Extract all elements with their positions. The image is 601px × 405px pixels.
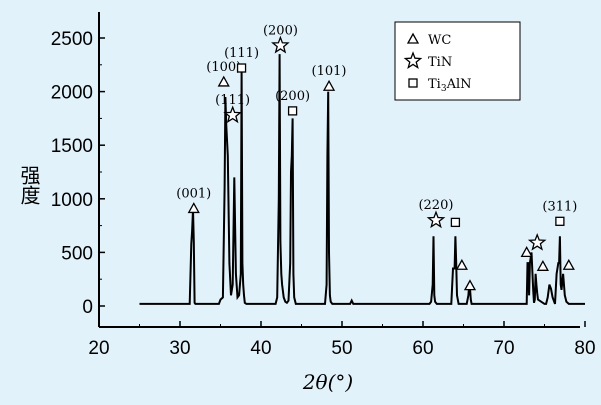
x-tick-label: 20 — [88, 338, 109, 359]
legend-label: Ti3AlN — [428, 77, 472, 94]
y-tick-label: 1500 — [51, 136, 93, 157]
star-marker-icon — [271, 35, 290, 54]
star-marker-icon — [403, 51, 423, 69]
triangle-marker-icon — [562, 258, 575, 270]
square-marker-icon — [450, 217, 461, 228]
peak-label: (101) — [312, 64, 347, 79]
x-tick-label: 40 — [250, 338, 271, 359]
triangle-marker-icon — [406, 32, 420, 44]
x-tick-label: 60 — [412, 338, 433, 359]
x-tick-label: 50 — [331, 338, 352, 359]
star-marker-icon — [527, 232, 547, 251]
peak-label: (200) — [263, 24, 298, 39]
peak-annotations: (001)(100)(111)(111)(200)(200)(101)(220)… — [176, 24, 577, 291]
x-ticks: 20 30 40 50 60 70 80 — [88, 321, 596, 359]
legend-label: WC — [428, 33, 451, 48]
peak-label: (111) — [215, 93, 250, 108]
peak-label: (220) — [418, 198, 453, 213]
y-ticks: 0 500 1000 1500 2000 2500 — [51, 29, 105, 318]
legend: WC TiN Ti3AlN — [394, 21, 521, 101]
triangle-marker-icon — [536, 259, 549, 271]
square-marker-icon — [555, 216, 565, 226]
peak-label: (311) — [542, 199, 577, 214]
x-axis-title: 2θ(°) — [302, 370, 353, 394]
y-tick-label: 500 — [61, 243, 93, 264]
triangle-marker-icon — [322, 79, 336, 91]
legend-label: TiN — [428, 55, 452, 70]
triangle-marker-icon — [520, 246, 533, 258]
star-marker-icon — [223, 105, 243, 124]
peak-label: (100) — [206, 60, 241, 75]
x-tick-label: 70 — [493, 338, 514, 359]
y-tick-label: 1000 — [51, 190, 93, 211]
star-marker-icon — [426, 210, 446, 229]
y-axis-title: 强度 — [17, 165, 41, 205]
square-marker-icon — [408, 78, 418, 88]
peak-label: (111) — [224, 46, 259, 61]
triangle-marker-icon — [463, 279, 477, 291]
square-marker-icon — [287, 106, 298, 116]
triangle-marker-icon — [187, 202, 200, 214]
y-tick-label: 0 — [82, 297, 93, 318]
series-line — [139, 54, 585, 305]
peak-label: (001) — [176, 186, 211, 201]
y-tick-label: 2500 — [51, 29, 93, 50]
x-tick-label: 80 — [574, 338, 595, 359]
square-marker-icon — [236, 63, 247, 73]
peak-label: (200) — [275, 89, 310, 104]
y-tick-label: 2000 — [51, 83, 93, 104]
triangle-marker-icon — [217, 75, 230, 87]
x-tick-label: 30 — [169, 338, 190, 359]
triangle-marker-icon — [455, 258, 468, 270]
